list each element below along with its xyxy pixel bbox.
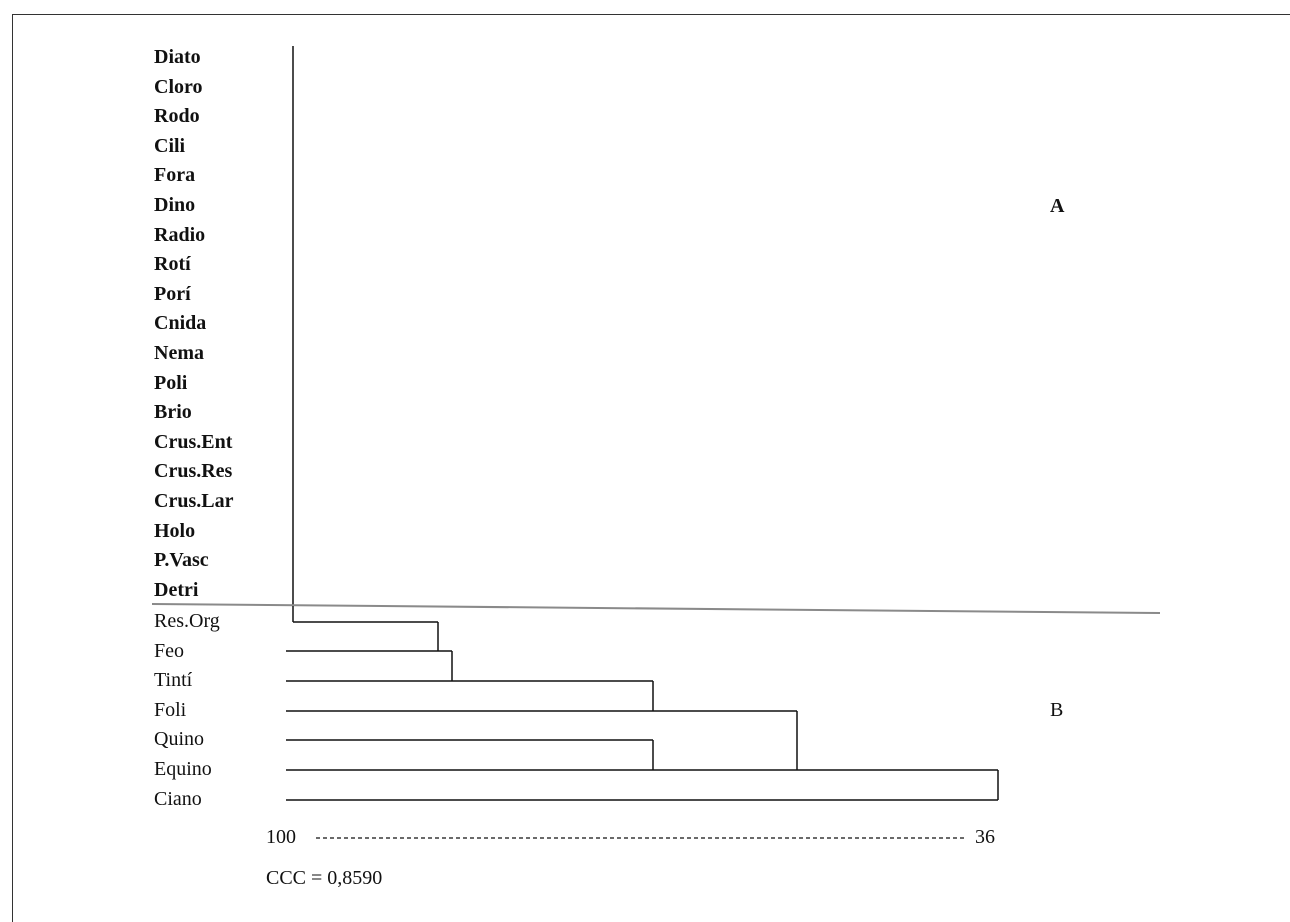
group-a-leaf-label: Brio: [154, 401, 192, 424]
group-b-leaf-label: Quino: [154, 728, 204, 751]
group-a-leaf-label: Detri: [154, 578, 199, 601]
group-a-leaf-label: Crus.Res: [154, 460, 233, 483]
scale-left-value: 100: [266, 826, 296, 848]
group-a-leaf-label: Radio: [154, 223, 206, 246]
group-b-leaf-label: Res.Org: [154, 610, 220, 632]
group-b-leaf-label: Ciano: [154, 787, 202, 810]
group-a-leaf-label: Diato: [154, 46, 201, 68]
ccc-label: CCC = 0,8590: [266, 867, 383, 889]
group-b-letter: B: [1050, 699, 1064, 721]
group-a-leaf-label: Fora: [154, 164, 196, 187]
scale-right-value: 36: [975, 826, 995, 848]
group-a-leaf-label: Crus.Ent: [154, 430, 233, 453]
group-a-leaf-label: Holo: [154, 519, 196, 542]
group-a-leaf-label: Rotí: [154, 253, 191, 276]
group-separator: [151, 603, 1161, 614]
group-b-leaf-label: Tintí: [154, 669, 193, 692]
figure-frame: [12, 14, 1290, 922]
group-a-leaf-label: Porí: [154, 282, 191, 305]
group-a-leaf-label: Cnida: [154, 312, 207, 335]
group-a-leaf-label: Poli: [154, 371, 188, 394]
group-b-leaf-label: Equino: [154, 758, 212, 780]
group-a-leaf-label: Cloro: [154, 75, 203, 98]
group-a-leaf-label: Crus.Lar: [154, 490, 234, 512]
group-a-leaf-label: Cili: [154, 134, 186, 157]
group-b-leaf-label: Feo: [154, 639, 184, 662]
group-a-leaf-label: Rodo: [154, 105, 200, 128]
group-a-letter: A: [1050, 195, 1065, 217]
group-a-leaf-label: P.Vasc: [154, 549, 209, 572]
group-a-leaf-label: Nema: [154, 342, 204, 364]
group-a-leaf-label: Dino: [154, 194, 196, 216]
group-b-leaf-label: Foli: [154, 698, 187, 721]
